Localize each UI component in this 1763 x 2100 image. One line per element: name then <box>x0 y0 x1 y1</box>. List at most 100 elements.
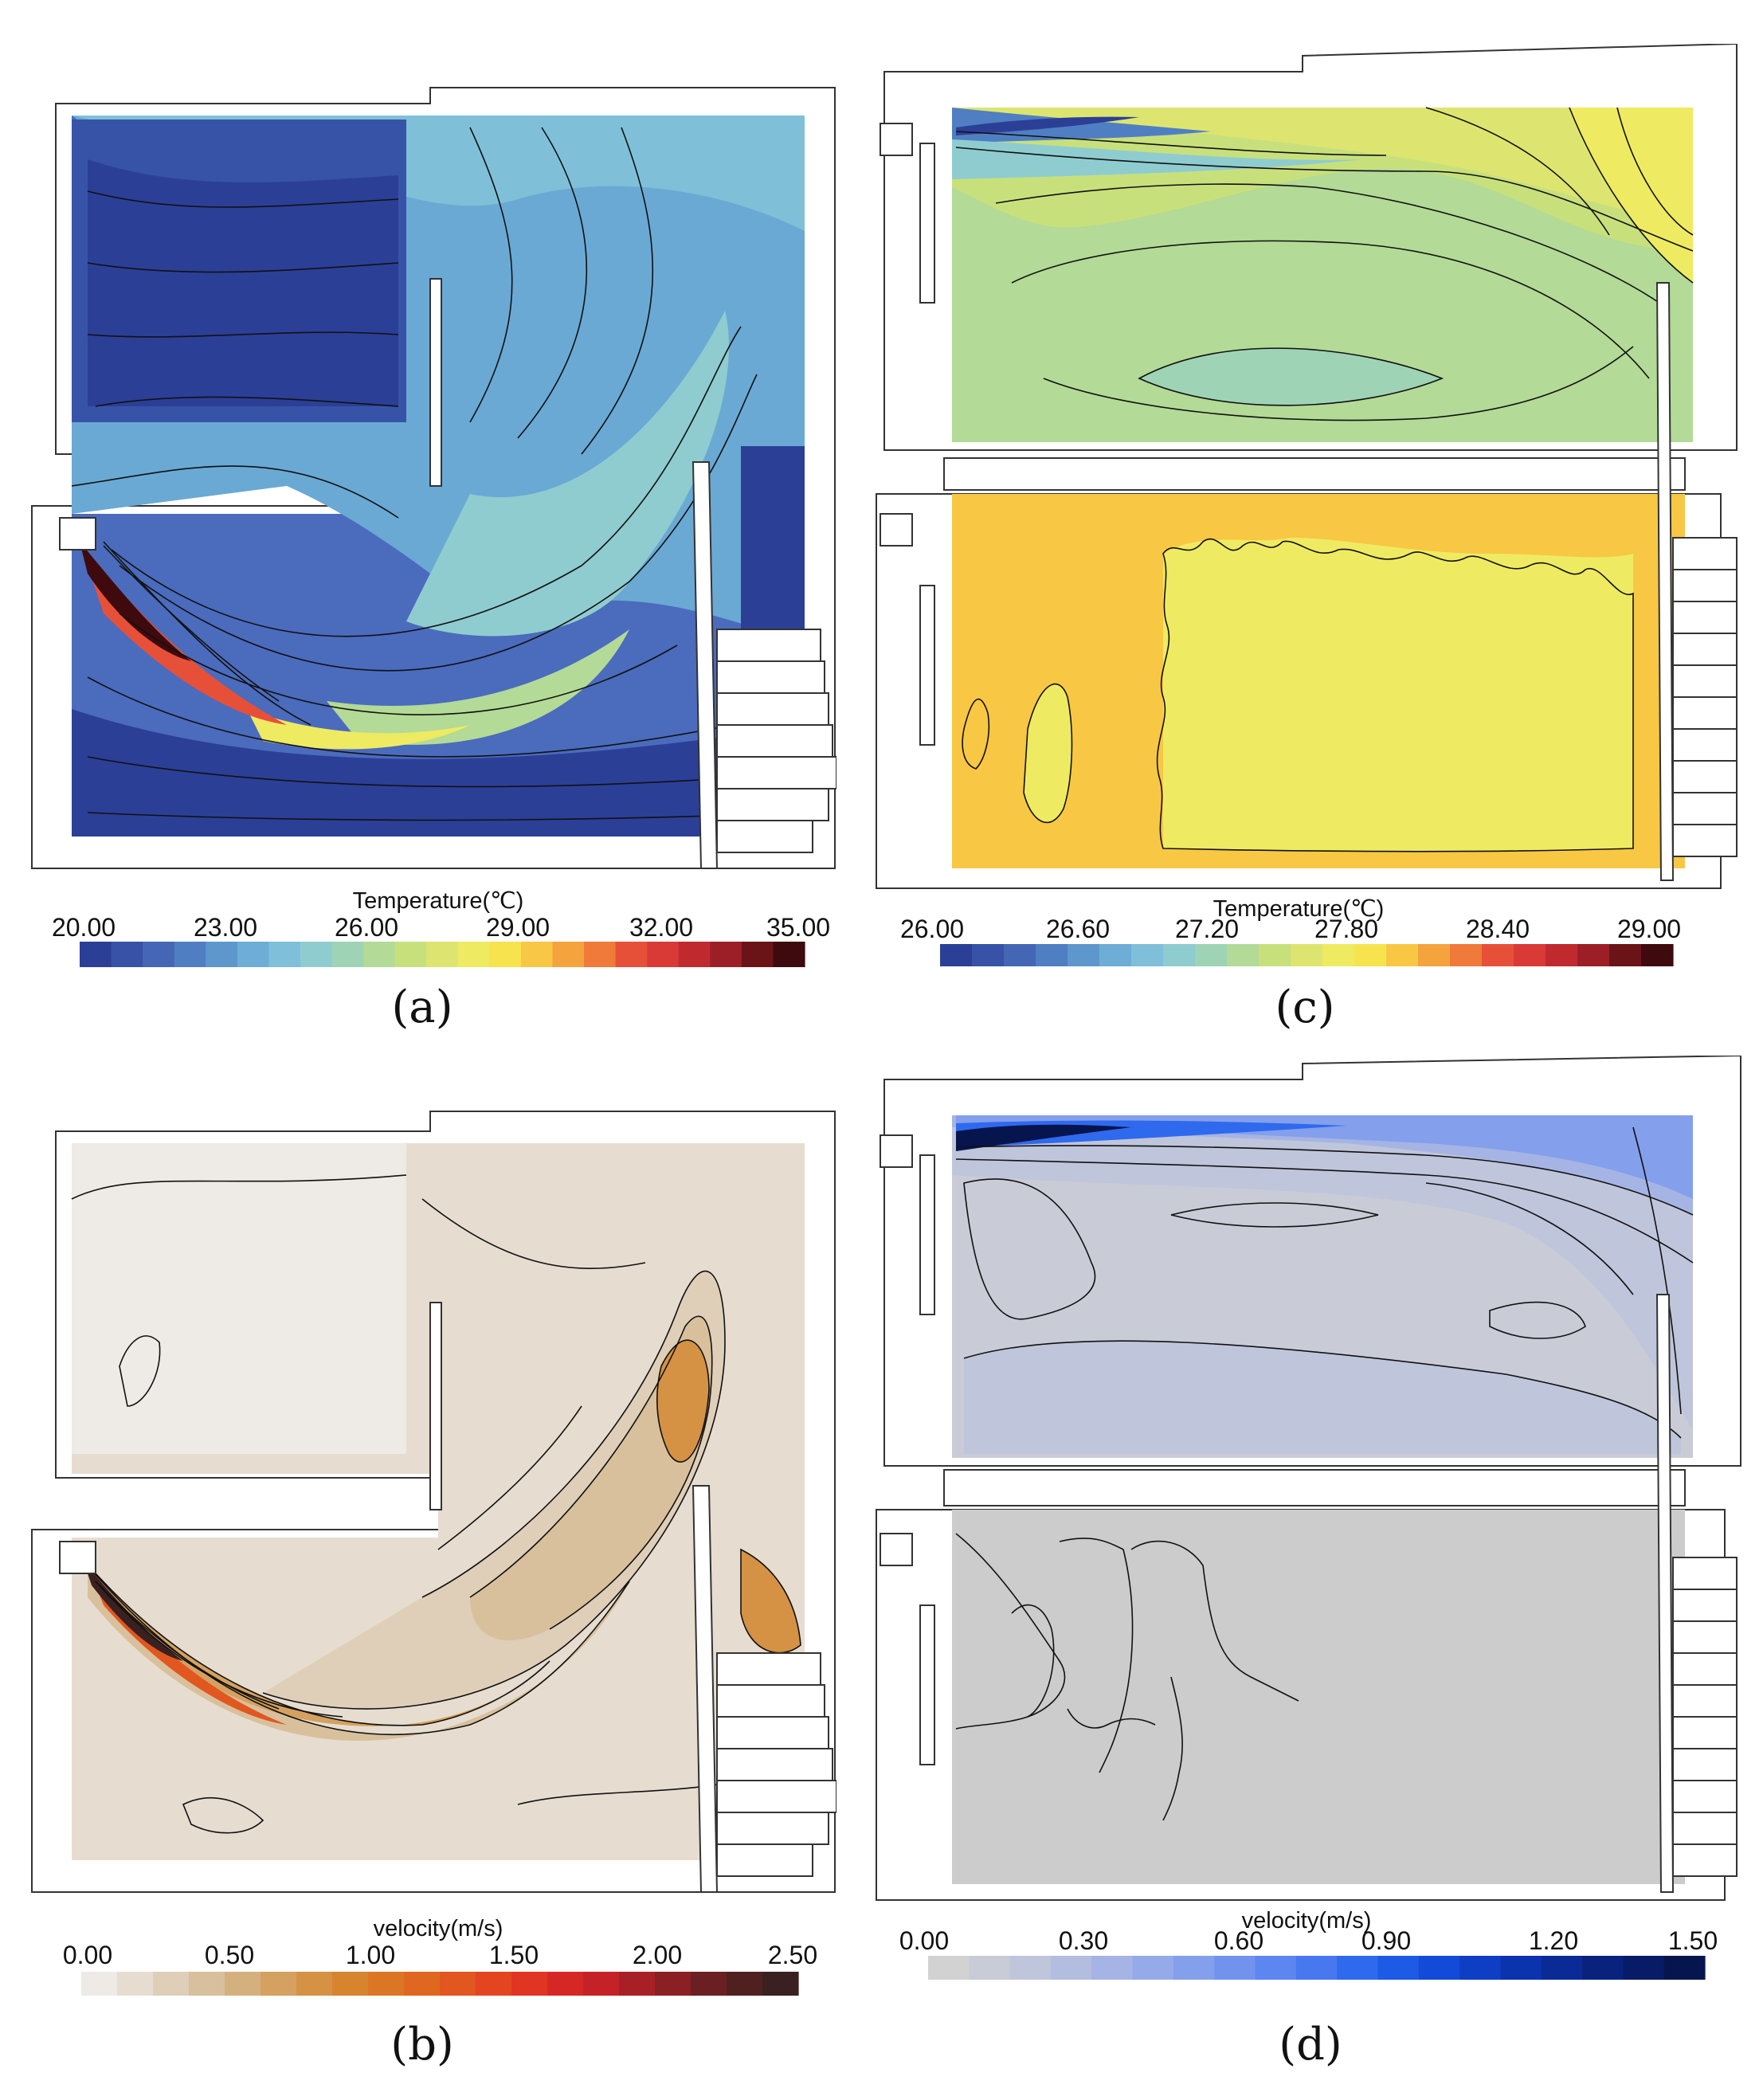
colorbar-swatch <box>773 942 805 967</box>
colorbar-swatch <box>111 942 143 967</box>
colorbar-swatch <box>972 944 1005 966</box>
colorbar-swatch <box>153 1972 190 1996</box>
colorbar-tick: 26.00 <box>335 913 398 942</box>
colorbar-tick: 1.00 <box>346 1941 395 1969</box>
velocity-contour-plan-b: velocity(m/s) 0.00 0.50 1.00 1.50 2.00 2… <box>31 1111 836 1996</box>
partition-wall <box>429 1302 442 1510</box>
colorbar-swatch <box>1623 1956 1665 1980</box>
colorbar-swatch <box>394 942 427 967</box>
air-conditioner-unit-upper <box>880 123 913 156</box>
colorbar-swatch <box>261 1972 297 1996</box>
colorbar-swatch <box>615 942 648 967</box>
colorbar-swatch <box>583 1972 620 1996</box>
colorbar-swatch <box>363 942 396 967</box>
colorbar-swatch <box>647 942 680 967</box>
colorbar-swatch <box>741 942 774 967</box>
colorbar-swatch <box>300 942 333 967</box>
colorbar-swatch <box>1582 1956 1624 1980</box>
colorbar-tick: 29.00 <box>486 913 550 942</box>
colorbar-swatch <box>619 1972 656 1996</box>
colorbar-swatch <box>655 1972 691 1996</box>
colorbar-tick: 20.00 <box>52 913 116 942</box>
panel-caption: (c) <box>1275 981 1335 1033</box>
colorbar-swatch <box>331 942 364 967</box>
colorbar-swatch <box>237 942 269 967</box>
colorbar-swatch <box>1163 944 1196 966</box>
colorbar-swatch <box>489 942 522 967</box>
velocity-contour-section-d: velocity(m/s) 0.00 0.30 0.60 0.90 1.20 1… <box>876 1056 1741 1980</box>
colorbar-swatch <box>1418 1956 1460 1980</box>
colorbar-tick: 1.20 <box>1529 1926 1578 1955</box>
colorbar-swatch <box>174 942 206 967</box>
colorbar-swatch <box>426 942 459 967</box>
colorbar-tick: 29.00 <box>1617 915 1681 943</box>
colorbar-swatch <box>440 1972 476 1996</box>
colorbar-tick: 1.50 <box>489 1941 539 1969</box>
colorbar-swatch <box>552 942 585 967</box>
colorbar-swatch <box>1091 1956 1134 1980</box>
colorbar: velocity(m/s) 0.00 0.50 1.00 1.50 2.00 2… <box>63 1916 817 1996</box>
colorbar: Temperature(℃) 20.00 23.00 26.00 29.00 3… <box>52 888 830 967</box>
colorbar-tick: 0.00 <box>899 1926 949 1955</box>
colorbar-swatch <box>1195 944 1228 966</box>
colorbar-swatch <box>1036 944 1068 966</box>
colorbar-swatch <box>368 1972 405 1996</box>
colorbar-swatch <box>1386 944 1419 966</box>
colorbar-swatch <box>1255 1956 1297 1980</box>
colorbar-swatch <box>678 942 711 967</box>
structures <box>59 1302 836 1893</box>
colorbar-title: velocity(m/s) <box>374 1916 503 1941</box>
colorbar-swatch <box>225 1972 261 1996</box>
velocity-field-upper <box>952 1115 1693 1458</box>
colorbar-swatch <box>1227 944 1260 966</box>
isotherm-lines-upper <box>955 107 1694 421</box>
colorbar-swatch <box>1131 944 1164 966</box>
colorbar-tick: 0.00 <box>63 1941 112 1969</box>
colorbar-swatch <box>143 942 175 967</box>
colorbar-swatch <box>1546 944 1578 966</box>
colorbar-swatch <box>268 942 301 967</box>
colorbar-tick: 32.00 <box>629 913 693 942</box>
colorbar-swatch <box>332 1972 369 1996</box>
colorbar-swatch <box>1259 944 1291 966</box>
colorbar-swatch <box>81 1972 118 1996</box>
structures <box>880 1134 1738 1893</box>
temperature-contour-section-c: Temperature(℃) 26.00 26.60 27.20 27.80 2… <box>876 44 1738 966</box>
colorbar-swatch <box>1641 944 1674 966</box>
colorbar-swatch <box>476 1972 512 1996</box>
panel-b: velocity(m/s) 0.00 0.50 1.00 1.50 2.00 2… <box>24 1103 836 2043</box>
colorbar-tick: 2.50 <box>768 1941 817 1969</box>
colorbar-swatch <box>1068 944 1100 966</box>
colorbar-swatch <box>710 942 742 967</box>
colorbar-tick: 27.20 <box>1175 915 1239 943</box>
colorbar-tick: 28.40 <box>1466 915 1530 943</box>
isotherm-lines <box>71 127 805 821</box>
colorbar-swatch <box>1609 944 1642 966</box>
colorbar-swatch <box>928 1956 970 1980</box>
air-conditioner-unit-lower <box>880 1533 913 1566</box>
colorbar-swatch <box>691 1972 727 1996</box>
colorbar-tick: 27.80 <box>1314 915 1378 943</box>
colorbar-swatch <box>1099 944 1132 966</box>
colorbar-swatch <box>1418 944 1451 966</box>
colorbar-swatch <box>940 944 973 966</box>
velocity-field-lower <box>952 1510 1685 1884</box>
air-conditioner-unit-lower <box>880 513 913 547</box>
colorbar-swatch <box>1132 1956 1174 1980</box>
colorbar-swatch <box>1214 1956 1256 1980</box>
colorbar-swatch <box>1004 944 1036 966</box>
colorbar-swatch <box>457 942 490 967</box>
colorbar-swatch <box>1541 1956 1583 1980</box>
colorbar-swatch <box>1500 1956 1542 1980</box>
colorbar-swatch <box>1482 944 1514 966</box>
panel-caption: (d) <box>1279 2019 1342 2071</box>
colorbar-tick: 23.00 <box>194 913 257 942</box>
temperature-field-upper <box>952 108 1693 442</box>
colorbar-swatch <box>189 1972 225 1996</box>
panel-c: Temperature(℃) 26.00 26.60 27.20 27.80 2… <box>868 44 1753 1048</box>
colorbar-tick: 0.90 <box>1361 1926 1411 1955</box>
colorbar-title: Temperature(℃) <box>353 888 524 914</box>
colorbar-swatch <box>547 1972 584 1996</box>
temperature-contour-plan-a: Temperature(℃) 20.00 23.00 26.00 29.00 3… <box>31 87 836 967</box>
colorbar-swatch <box>80 942 112 967</box>
